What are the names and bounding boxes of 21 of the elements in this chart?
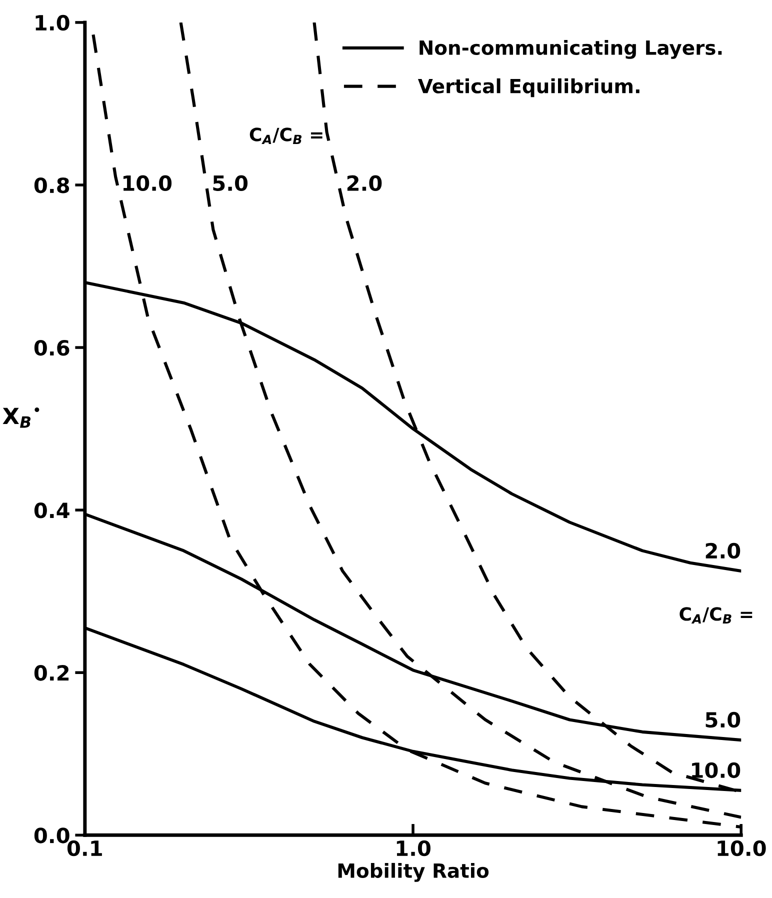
annotation: 5.0 [213,175,248,192]
legend-label: Vertical Equilibrium. [418,78,640,98]
y-tick-label: 0.2 [34,665,69,681]
annotation: 2.0 [706,542,740,559]
y-tick-label: 0.4 [34,502,70,518]
x-tick-label: 0.1 [67,840,102,856]
y-tick-label: 0.8 [34,177,70,194]
x-tick-label: 1.0 [396,840,430,856]
y-tick-label: 0.0 [34,828,70,844]
annotation: C$_{A}$/C$_{B}$ = [250,128,322,144]
y-tick-label: 1.0 [36,14,70,31]
y-axis-title: X$_{B}$$^{•}$ [2,408,40,428]
annotation: 10.0 [123,175,172,192]
y-tick-label: 0.6 [34,340,70,356]
annotation: 5.0 [706,712,740,728]
annotation: 10.0 [692,762,740,778]
legend-label: Non-communicating Layers. [420,40,722,59]
annotation: C$_{A}$/C$_{B}$ = [680,607,752,624]
x-axis-title: Mobility Ratio [338,862,489,882]
x-tick-label: 10.0 [718,840,766,856]
annotation: 2.0 [347,175,382,192]
